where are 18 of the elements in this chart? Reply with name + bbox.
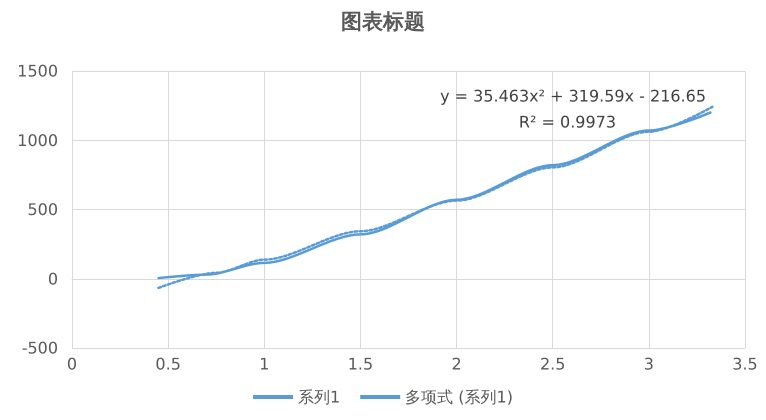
legend-label: 多项式 (系列1) [405,388,513,406]
x-tick-label: 0 [66,354,78,374]
x-tick-label: 2.5 [540,354,566,374]
x-tick-label: 3.5 [732,354,758,374]
y-tick-label: -500 [22,338,58,358]
x-tick-label: 2 [451,354,462,374]
annotation: R² = 0.9973 [518,112,616,132]
x-tick-label: 3 [644,354,654,374]
y-tick-label: 1500 [17,62,58,80]
annotation: y = 35.463x² + 319.59x - 216.65 [440,86,706,106]
y-tick-label: 0 [48,269,58,288]
x-tick-label: 1.5 [348,354,374,374]
y-tick-label: 500 [27,200,58,219]
legend-label: 系列1 [298,388,340,406]
x-tick-label: 0.5 [155,354,181,374]
chart-title: 图表标题 [341,10,425,34]
x-tick-label: 1 [259,354,270,374]
y-tick-label: 1000 [17,130,58,150]
